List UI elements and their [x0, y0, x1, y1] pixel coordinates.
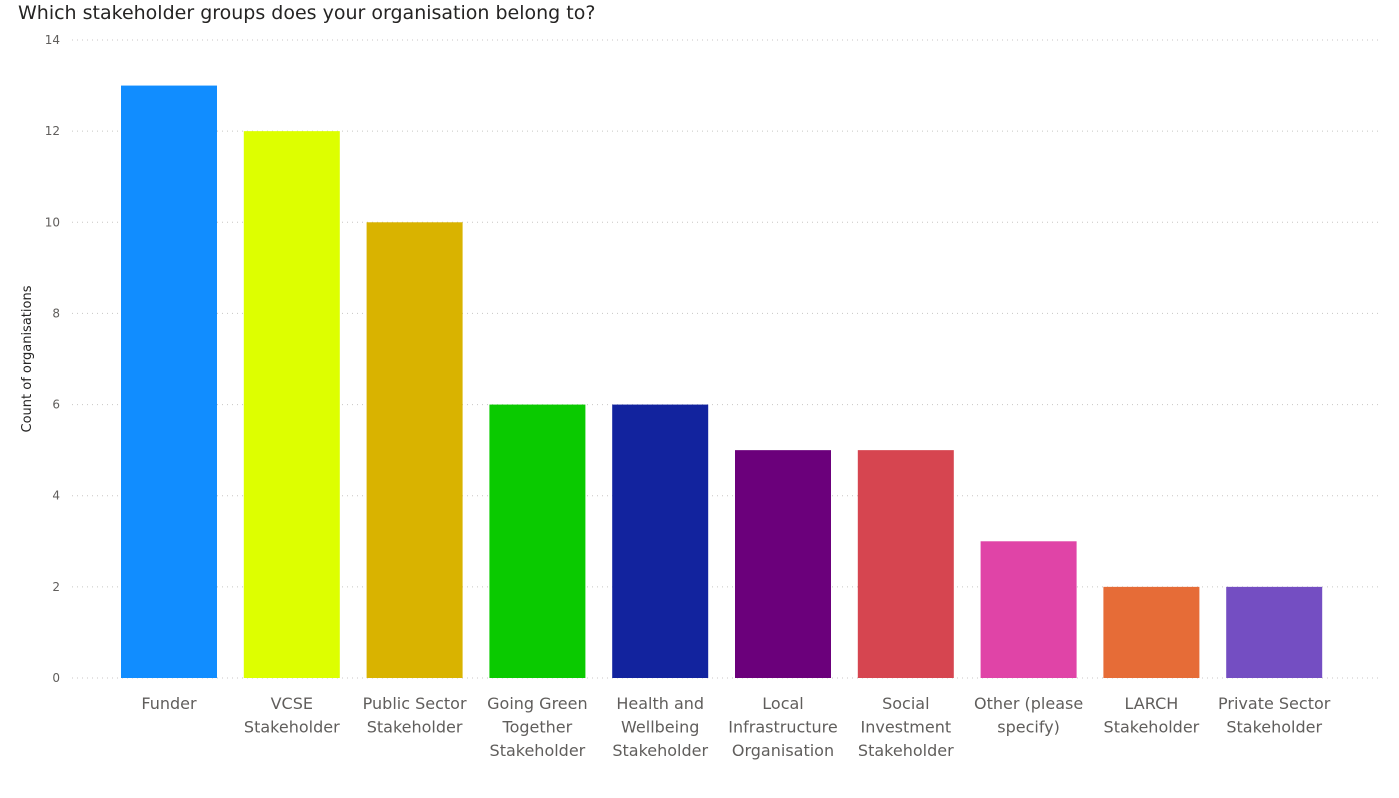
x-category-label: Private Sector Stakeholder	[1218, 694, 1331, 737]
y-tick-label: 4	[52, 489, 60, 503]
x-axis-labels: Funder VCSE Stakeholder Public Sector Stakeh…	[141, 694, 1330, 760]
y-tick-label: 6	[52, 398, 60, 412]
x-category-label-line: Private Sector	[1218, 694, 1331, 713]
x-category-label-line: Investment	[860, 718, 951, 737]
x-category-label: Local Infrastructure Organisation	[728, 694, 837, 760]
x-category-label-line: Stakeholder	[490, 741, 586, 760]
x-category-label-line: Going Green	[487, 694, 587, 713]
bar-1[interactable]	[243, 131, 340, 679]
x-category-label-line: Public Sector	[363, 694, 467, 713]
bar-5[interactable]	[735, 450, 831, 678]
x-category-label-line: Stakeholder	[244, 718, 340, 737]
chart-title: Which stakeholder groups does your organ…	[18, 2, 596, 24]
x-category-label-line: Other (please	[974, 694, 1083, 713]
y-tick-label: 8	[52, 306, 60, 320]
bar-7[interactable]	[980, 541, 1077, 678]
x-category-label: VCSE Stakeholder	[244, 694, 340, 737]
x-category-label-line: specify)	[997, 718, 1060, 737]
y-tick-label: 10	[45, 215, 60, 229]
bar-8[interactable]	[1103, 586, 1200, 678]
x-category-label-line: Together	[502, 718, 573, 737]
bar-3[interactable]	[489, 404, 586, 678]
y-axis-title: Count of organisations	[20, 285, 35, 432]
x-category-label-line: Infrastructure	[728, 718, 837, 737]
bar-0[interactable]	[121, 85, 217, 679]
x-category-label-line: VCSE	[271, 694, 313, 713]
y-axis-ticks: 0 2 4 6 8 10 12 14	[45, 33, 60, 685]
bar-9[interactable]	[1226, 586, 1323, 678]
x-category-label: Public Sector Stakeholder	[363, 694, 467, 737]
x-category-label-line: Stakeholder	[1226, 718, 1322, 737]
x-category-label-line: Wellbeing	[621, 718, 699, 737]
x-category-label-line: LARCH	[1125, 694, 1179, 713]
bar-2[interactable]	[366, 222, 463, 679]
x-category-label-line: Organisation	[732, 741, 834, 760]
x-category-label-line: Health and	[616, 694, 704, 713]
x-category-label-line: Social	[882, 694, 929, 713]
y-tick-label: 0	[52, 671, 60, 685]
x-category-label-line: Stakeholder	[1104, 718, 1200, 737]
bar-6[interactable]	[857, 450, 954, 678]
y-tick-label: 12	[45, 124, 60, 138]
x-category-label: Other (please specify)	[974, 694, 1083, 737]
x-category-label-line: Stakeholder	[612, 741, 708, 760]
x-category-label: Funder	[141, 694, 197, 713]
x-category-label-line: Funder	[141, 694, 197, 713]
x-category-label-line: Stakeholder	[367, 718, 463, 737]
y-tick-label: 14	[45, 33, 60, 47]
x-category-label: Health and Wellbeing Stakeholder	[612, 694, 708, 760]
x-category-label-line: Local	[762, 694, 803, 713]
x-category-label: Social Investment Stakeholder	[858, 694, 954, 760]
bar-4[interactable]	[612, 404, 709, 678]
x-category-label: LARCH Stakeholder	[1104, 694, 1200, 737]
bars	[121, 85, 1323, 679]
x-category-label-line: Stakeholder	[858, 741, 954, 760]
y-tick-label: 2	[52, 580, 60, 594]
x-category-label: Going Green Together Stakeholder	[487, 694, 587, 760]
